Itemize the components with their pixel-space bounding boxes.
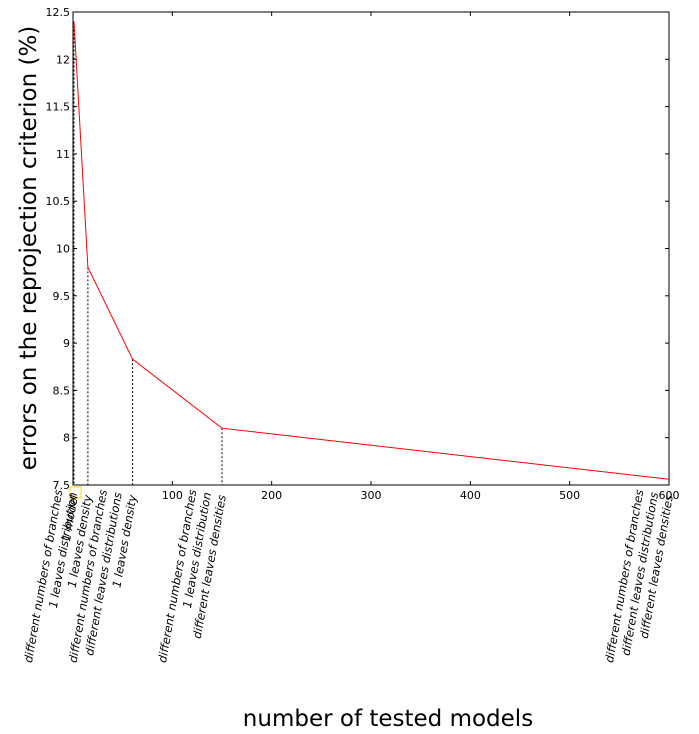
x-axis-title: number of tested models (243, 706, 533, 732)
y-axis-title: errors on the reprojection criterion (%) (16, 26, 42, 471)
x-tick-label: 100 (162, 489, 183, 502)
y-tick-label: 11 (56, 148, 70, 161)
y-tick-label: 10.5 (46, 195, 71, 208)
y-tick-label: 10 (56, 243, 70, 256)
y-tick-label: 9.5 (53, 290, 71, 303)
y-axis: 7.5 8 8.5 9 9.5 10 10.5 11 11.5 12 12.5 (46, 6, 669, 492)
x-tick-label: 400 (460, 489, 481, 502)
start-marker (69, 486, 82, 499)
y-tick-label: 8.5 (53, 384, 71, 397)
plot-area (72, 11, 670, 486)
drop-lines (73, 21, 670, 485)
x-tick-label: 600 (659, 489, 680, 502)
y-tick-label: 12 (56, 53, 70, 66)
x-axis: 100 200 300 400 500 600 (162, 12, 680, 502)
y-tick-label: 11.5 (46, 101, 71, 114)
x-tick-label: 200 (261, 489, 282, 502)
series-line (73, 21, 670, 480)
x-tick-label: 300 (361, 489, 382, 502)
y-tick-label: 7.5 (53, 479, 71, 492)
y-tick-label: 9 (63, 337, 70, 350)
y-tick-label: 8 (63, 432, 70, 445)
y-tick-label: 12.5 (46, 6, 71, 19)
x-tick-label: 500 (559, 489, 580, 502)
